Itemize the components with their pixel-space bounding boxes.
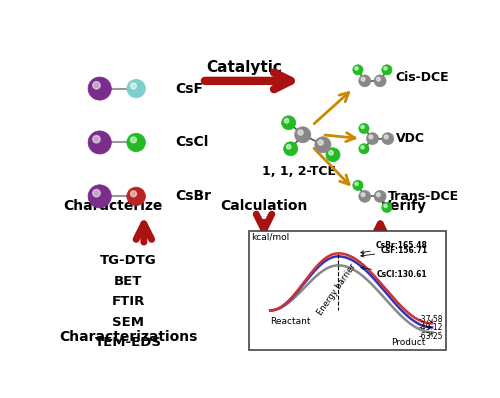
Circle shape: [355, 182, 358, 185]
Circle shape: [366, 133, 378, 144]
Circle shape: [359, 75, 370, 87]
Text: Product: Product: [390, 338, 425, 347]
Circle shape: [284, 119, 289, 123]
Circle shape: [384, 204, 387, 208]
Circle shape: [294, 127, 311, 143]
Circle shape: [282, 116, 296, 130]
Circle shape: [384, 135, 388, 139]
Text: CsCl:130.61: CsCl:130.61: [361, 267, 428, 279]
Text: Characterizations: Characterizations: [59, 330, 198, 344]
Text: -37.58: -37.58: [418, 315, 443, 324]
Text: VDC: VDC: [396, 132, 425, 145]
Circle shape: [92, 82, 100, 89]
Circle shape: [88, 77, 112, 100]
Text: Trans-DCE: Trans-DCE: [388, 190, 459, 203]
Circle shape: [361, 77, 365, 81]
Circle shape: [382, 202, 392, 213]
Circle shape: [88, 185, 112, 208]
Circle shape: [374, 190, 386, 202]
Text: CsBr:165.48: CsBr:165.48: [361, 241, 428, 254]
Circle shape: [382, 65, 392, 75]
Circle shape: [359, 190, 370, 202]
Circle shape: [355, 67, 358, 70]
Text: CsF: CsF: [175, 82, 203, 96]
Circle shape: [382, 133, 394, 144]
Circle shape: [92, 189, 100, 197]
Circle shape: [359, 123, 369, 134]
Text: Verify: Verify: [380, 199, 426, 213]
Text: Energy barrier: Energy barrier: [316, 262, 358, 317]
Circle shape: [328, 150, 334, 155]
Text: kcal/mol: kcal/mol: [251, 232, 289, 242]
Circle shape: [361, 193, 365, 197]
Circle shape: [374, 75, 386, 87]
Circle shape: [127, 187, 146, 206]
Circle shape: [315, 137, 331, 153]
Text: Cis-DCE: Cis-DCE: [396, 70, 450, 84]
Circle shape: [88, 131, 112, 154]
Circle shape: [127, 79, 146, 98]
Text: CsBr: CsBr: [175, 189, 211, 203]
Circle shape: [361, 146, 364, 149]
Text: Calculation: Calculation: [220, 199, 308, 213]
Text: TG-DTG
BET
FTIR
SEM
TEM-EDS: TG-DTG BET FTIR SEM TEM-EDS: [95, 254, 162, 349]
Text: -63.25: -63.25: [418, 332, 443, 341]
Circle shape: [359, 144, 369, 154]
Circle shape: [376, 77, 380, 81]
Text: CsCl: CsCl: [175, 135, 208, 150]
Circle shape: [92, 136, 100, 143]
Circle shape: [369, 135, 372, 139]
Circle shape: [284, 142, 298, 156]
Circle shape: [353, 180, 363, 190]
Text: -49.12: -49.12: [418, 323, 443, 332]
Text: CsF:156.71: CsF:156.71: [361, 246, 428, 257]
Circle shape: [353, 65, 363, 75]
Circle shape: [130, 83, 136, 89]
Circle shape: [130, 137, 136, 143]
Circle shape: [361, 125, 364, 129]
Circle shape: [286, 144, 291, 149]
Text: Catalytic: Catalytic: [206, 60, 282, 74]
Circle shape: [318, 140, 323, 145]
Text: Characterize: Characterize: [63, 199, 162, 213]
FancyBboxPatch shape: [248, 231, 446, 350]
Circle shape: [384, 67, 387, 70]
Circle shape: [376, 193, 380, 197]
Circle shape: [130, 191, 136, 197]
Circle shape: [298, 130, 303, 135]
Circle shape: [127, 133, 146, 152]
Text: 1, 1, 2-TCE: 1, 1, 2-TCE: [262, 165, 336, 178]
Text: Reactant: Reactant: [270, 316, 310, 326]
Circle shape: [326, 148, 340, 162]
